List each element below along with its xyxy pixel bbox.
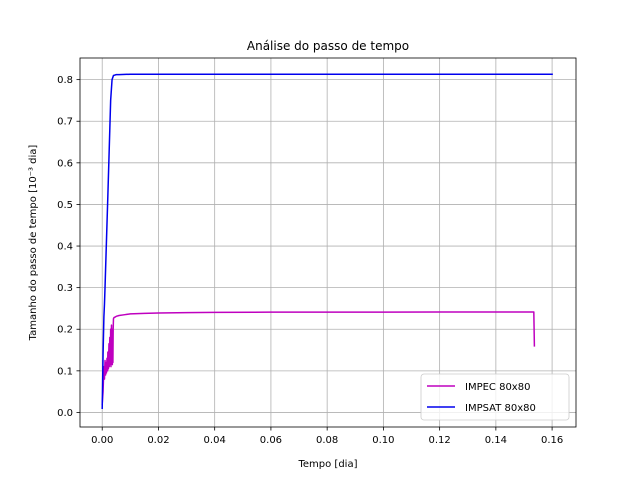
- y-tick-label: 0.7: [57, 117, 73, 128]
- legend-label-impsat: IMPSAT 80x80: [465, 403, 536, 414]
- y-tick-label: 0.6: [57, 158, 73, 169]
- x-tick-label: 0.08: [316, 435, 338, 446]
- y-tick-label: 0.8: [57, 75, 73, 86]
- x-tick-label: 0.02: [147, 435, 169, 446]
- x-tick-label: 0.12: [428, 435, 450, 446]
- y-axis-label: Tamanho do passo de tempo [10⁻³ dia]: [28, 145, 39, 342]
- x-tick-label: 0.04: [204, 435, 226, 446]
- y-tick-label: 0.1: [57, 366, 73, 377]
- data-series: [101, 73, 553, 410]
- x-tick-label: 0.16: [541, 435, 563, 446]
- x-tick-label: 0.00: [91, 435, 113, 446]
- legend-box: [420, 373, 570, 421]
- axis-ticks: 0.00 0.02 0.04 0.06 0.08 0.10 0.12 0.14 0.16 0.0 0…: [57, 75, 563, 446]
- series-line-impec-80x80: [101, 311, 536, 405]
- series-line-impsat-80x80: [101, 73, 553, 410]
- legend: IMPEC 80x80 IMPSAT 80x80: [420, 373, 570, 421]
- x-axis-label: Tempo [dia]: [297, 459, 357, 470]
- x-tick-label: 0.14: [485, 435, 507, 446]
- x-tick-label: 0.06: [260, 435, 282, 446]
- y-tick-label: 0.2: [57, 325, 73, 336]
- y-tick-label: 0.0: [57, 408, 73, 419]
- plot-frame: [79, 57, 577, 428]
- y-tick-label: 0.5: [57, 200, 73, 211]
- chart-title: Análise do passo de tempo: [247, 39, 409, 53]
- y-tick-label: 0.3: [57, 283, 73, 294]
- legend-label-impec: IMPEC 80x80: [465, 382, 530, 393]
- x-tick-label: 0.10: [372, 435, 394, 446]
- y-tick-label: 0.4: [57, 242, 73, 253]
